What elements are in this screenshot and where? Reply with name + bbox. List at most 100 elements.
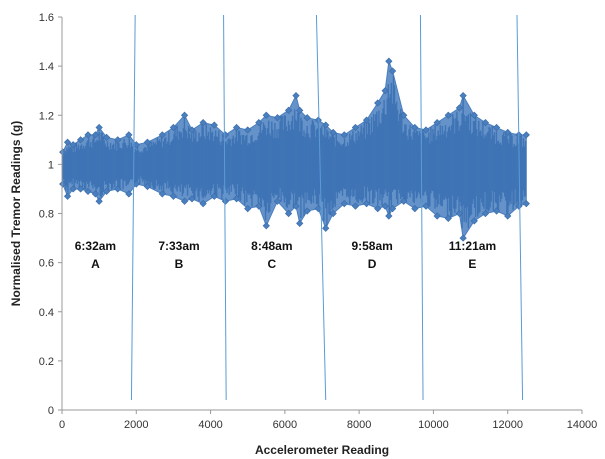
data-point — [422, 126, 430, 134]
data-point — [314, 204, 322, 213]
data-point — [422, 202, 430, 210]
data-point — [374, 204, 382, 213]
data-point — [411, 123, 419, 132]
data-point — [481, 118, 490, 127]
segment-divider — [130, 14, 136, 401]
x-tick-label: 10000 — [418, 419, 449, 431]
data-point — [102, 133, 111, 141]
data-point — [296, 219, 304, 227]
data-point — [125, 190, 133, 198]
data-point — [459, 234, 467, 242]
data-point — [470, 217, 478, 225]
data-point — [322, 224, 330, 232]
data-point — [63, 138, 72, 146]
segment-time-label: 11:21am — [449, 239, 496, 253]
x-tick-label: 4000 — [198, 419, 222, 431]
data-point — [232, 195, 241, 203]
data-point — [199, 200, 207, 208]
data-point — [351, 202, 360, 210]
data-point — [244, 126, 252, 134]
y-tick-label: 1.6 — [39, 12, 54, 24]
x-tick-label: 14000 — [567, 419, 598, 431]
data-point — [273, 114, 282, 122]
data-point — [188, 195, 196, 203]
data-point — [132, 180, 140, 188]
data-point — [199, 118, 207, 127]
data-point — [91, 131, 100, 139]
data-point — [444, 214, 452, 223]
data-point — [69, 141, 77, 149]
data-point — [76, 136, 85, 144]
segment-letter-label: A — [91, 257, 100, 271]
data-point — [329, 209, 337, 218]
x-axis-title: Accelerometer Reading — [255, 443, 389, 457]
data-point — [388, 67, 397, 75]
data-point — [455, 104, 464, 112]
segment-time-label: 8:48am — [251, 239, 292, 253]
y-tick-label: 1 — [48, 159, 54, 171]
data-point — [314, 116, 322, 124]
data-point — [351, 123, 360, 132]
segment-letter-label: C — [268, 257, 277, 271]
data-point — [125, 131, 133, 139]
data-point — [262, 111, 270, 119]
data-point — [114, 136, 122, 144]
data-point — [329, 128, 337, 137]
data-point — [143, 182, 152, 191]
data-point — [255, 202, 263, 210]
data-point — [221, 197, 230, 205]
data-band — [62, 61, 527, 240]
data-point — [210, 192, 218, 200]
x-tick-label: 0 — [59, 419, 65, 431]
data-point — [244, 204, 252, 213]
data-markers — [59, 57, 530, 242]
tick-labels: 0 2000 4000 6000 8000 10000 12000 14000 0 0.2 0.4 0… — [39, 12, 598, 431]
data-point — [381, 87, 389, 95]
x-tick-label: 8000 — [347, 419, 371, 431]
segment-divider — [223, 14, 227, 401]
y-tick-label: 0.4 — [39, 307, 54, 319]
data-point — [169, 123, 178, 132]
data-point — [455, 209, 464, 218]
data-point — [492, 207, 501, 215]
segment-dividers — [130, 14, 524, 401]
data-point — [84, 131, 92, 139]
data-point — [284, 106, 293, 114]
data-point — [433, 118, 441, 127]
y-axis-title: Normalised Tremor Readings (g) — [9, 121, 23, 306]
y-tick-label: 0.2 — [39, 356, 54, 368]
data-point — [504, 128, 512, 137]
data-point — [340, 131, 348, 139]
segment-annotations: 6:32am A 7:33am B 8:48am C 9:58am D 11:21am E — [75, 239, 496, 271]
segment-letter-label: D — [368, 257, 377, 271]
data-point — [114, 185, 122, 193]
data-point — [102, 187, 111, 196]
data-point — [95, 123, 103, 132]
signal-traces — [62, 75, 527, 229]
data-point — [210, 121, 218, 129]
data-point — [381, 202, 389, 210]
data-point — [221, 131, 230, 139]
data-point — [59, 180, 67, 188]
data-point — [296, 106, 304, 114]
data-point — [232, 123, 241, 132]
data-point — [76, 185, 85, 193]
data-point — [515, 202, 523, 210]
segment-divider — [419, 14, 424, 401]
x-tick-label: 6000 — [273, 419, 297, 431]
data-point — [284, 209, 293, 218]
data-point — [303, 114, 311, 122]
data-point — [59, 148, 67, 156]
data-point — [188, 126, 196, 134]
segment-time-label: 6:32am — [75, 239, 116, 253]
data-point — [400, 111, 408, 119]
data-point — [400, 197, 408, 205]
y-tick-label: 0.6 — [39, 258, 54, 270]
data-point — [385, 212, 393, 220]
data-point — [273, 197, 282, 205]
data-point — [91, 190, 100, 198]
data-point — [522, 131, 530, 139]
data-point — [504, 212, 512, 220]
x-tick-label: 12000 — [492, 419, 523, 431]
